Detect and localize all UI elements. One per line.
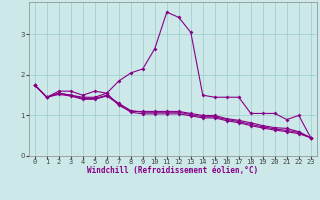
X-axis label: Windchill (Refroidissement éolien,°C): Windchill (Refroidissement éolien,°C) (87, 166, 258, 175)
